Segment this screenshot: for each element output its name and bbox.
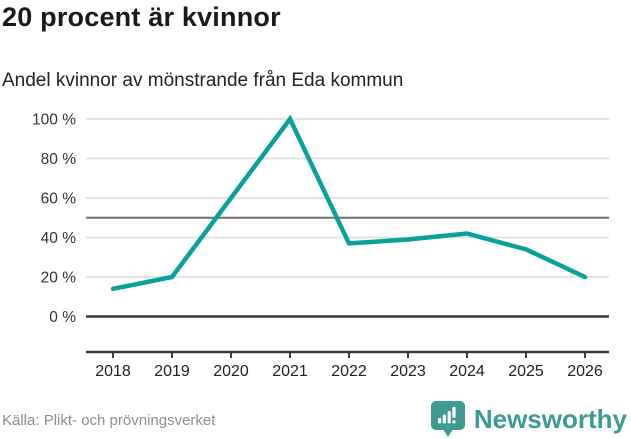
y-axis-label: 60 % bbox=[41, 191, 77, 208]
x-axis-label: 2023 bbox=[390, 363, 426, 380]
x-axis-label: 2024 bbox=[449, 363, 485, 380]
x-axis-label: 2021 bbox=[272, 363, 308, 380]
x-axis-label: 2020 bbox=[213, 363, 249, 380]
newsworthy-logo-icon bbox=[430, 401, 465, 437]
newsworthy-wordmark: Newsworthy bbox=[473, 403, 627, 434]
x-axis-label: 2026 bbox=[567, 363, 603, 380]
logo-barchart-glyph bbox=[437, 407, 456, 424]
chart-title: 20 procent är kvinnor bbox=[2, 2, 281, 32]
x-axis-label: 2022 bbox=[331, 363, 367, 380]
data-line-andel-kvinnor bbox=[110, 114, 588, 292]
x-axis-label: 2025 bbox=[508, 363, 544, 380]
y-axis-label: 100 % bbox=[32, 112, 76, 129]
x-axis-label: 2018 bbox=[95, 363, 131, 380]
line-chart: 0 % 20 % 40 % 60 % 80 % 100 % 2018 2019 2020 2021… bbox=[32, 112, 609, 380]
chart-subtitle: Andel kvinnor av mönstrande från Eda kom… bbox=[2, 70, 404, 91]
y-axis-label: 80 % bbox=[41, 151, 77, 168]
y-axis-label: 20 % bbox=[41, 270, 77, 287]
y-axis-label: 0 % bbox=[49, 309, 76, 326]
source-note: Källa: Plikt- och prövningsverket bbox=[2, 412, 216, 429]
newsworthy-logo: Newsworthy bbox=[430, 400, 627, 438]
x-axis-label: 2019 bbox=[154, 363, 190, 380]
y-axis-label: 40 % bbox=[41, 230, 77, 247]
